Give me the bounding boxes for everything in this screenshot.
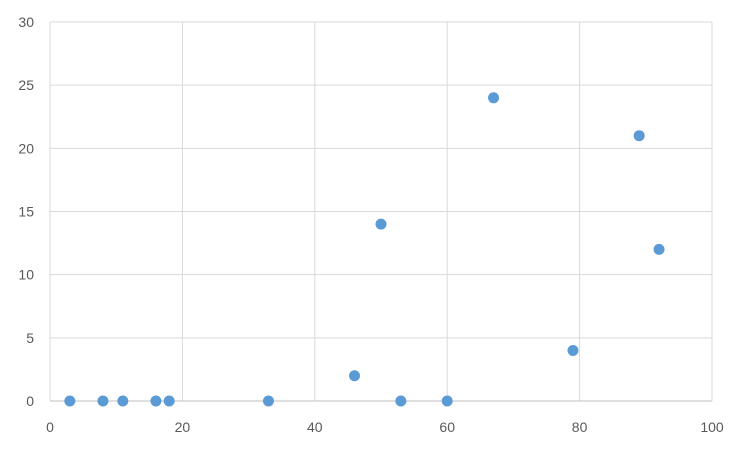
x-tick-label: 60 bbox=[439, 419, 455, 435]
y-tick-label: 10 bbox=[18, 267, 34, 283]
y-tick-label: 5 bbox=[26, 330, 34, 346]
x-tick-label: 80 bbox=[572, 419, 588, 435]
data-point bbox=[163, 395, 175, 407]
x-tick-label: 40 bbox=[307, 419, 323, 435]
data-point bbox=[441, 395, 453, 407]
data-point bbox=[375, 218, 387, 230]
data-point bbox=[117, 395, 129, 407]
y-tick-label: 15 bbox=[18, 204, 34, 220]
x-tick-label: 0 bbox=[46, 419, 54, 435]
data-point bbox=[64, 395, 76, 407]
data-point bbox=[349, 370, 361, 382]
data-point bbox=[97, 395, 109, 407]
grid-lines bbox=[49, 21, 713, 401]
y-tick-label: 0 bbox=[26, 393, 34, 409]
y-tick-label: 25 bbox=[18, 77, 34, 93]
data-point bbox=[633, 130, 645, 142]
x-tick-label: 100 bbox=[700, 419, 724, 435]
data-point bbox=[395, 395, 407, 407]
data-point bbox=[488, 92, 500, 104]
y-axis-tick-labels: 0 5 10 15 20 25 30 bbox=[18, 14, 34, 409]
y-tick-label: 20 bbox=[18, 140, 34, 156]
y-tick-label: 30 bbox=[18, 14, 34, 30]
data-point bbox=[262, 395, 274, 407]
data-points bbox=[64, 92, 665, 407]
data-point bbox=[567, 344, 579, 356]
x-axis-tick-labels: 0 20 40 60 80 100 bbox=[46, 419, 724, 435]
data-point bbox=[150, 395, 162, 407]
data-point bbox=[653, 243, 665, 255]
x-tick-label: 20 bbox=[175, 419, 191, 435]
